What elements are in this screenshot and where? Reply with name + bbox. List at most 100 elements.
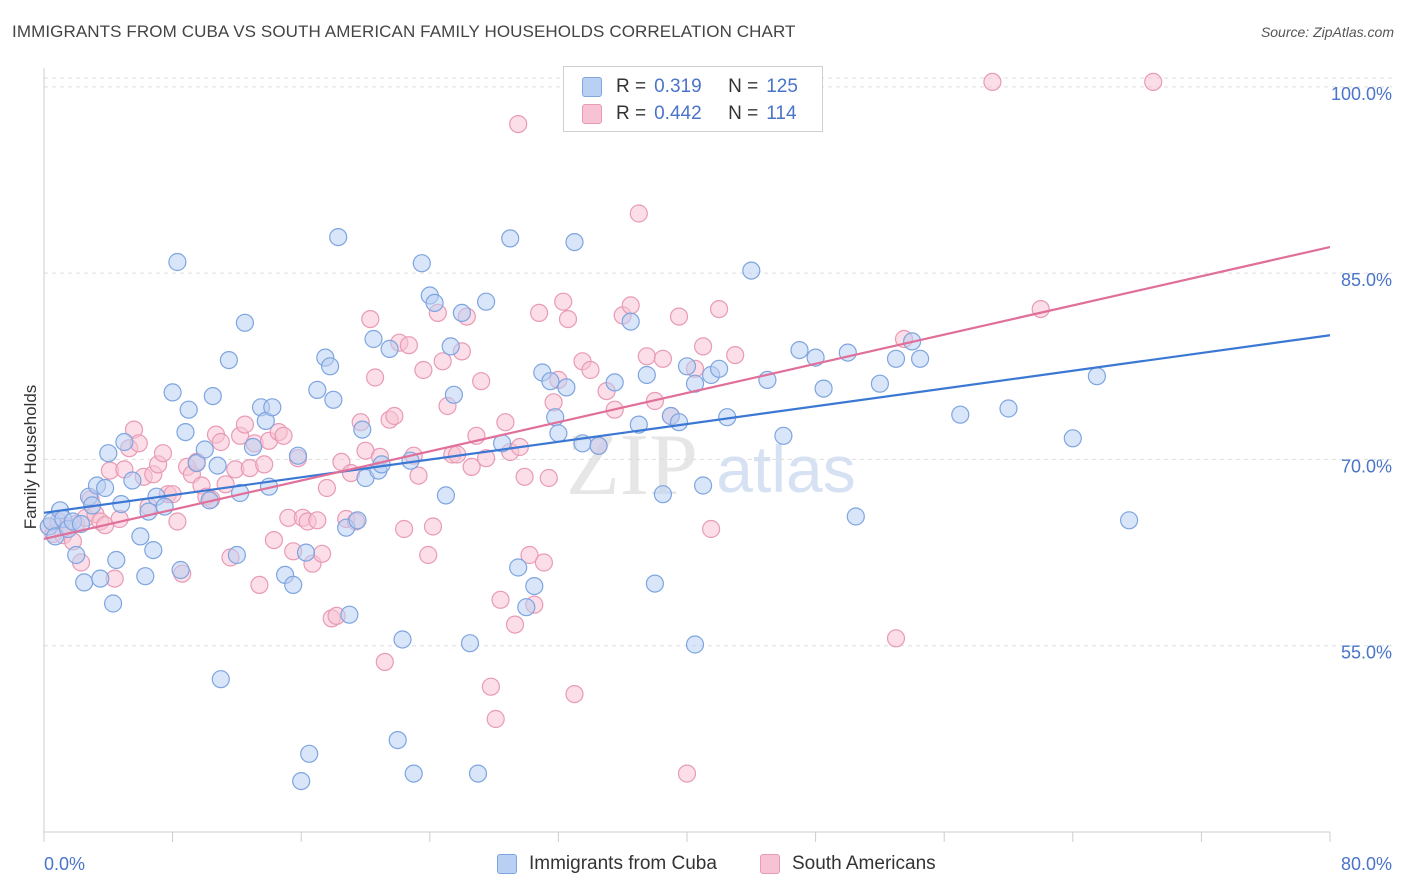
- watermark-zip: ZIP: [566, 417, 698, 514]
- data-point: [203, 387, 222, 406]
- data-point: [653, 485, 673, 504]
- data-point: [685, 635, 705, 654]
- data-point: [565, 684, 584, 704]
- series-legend-cuba: Immigrants from Cuba: [497, 852, 717, 876]
- legend-r-label: R =: [616, 76, 647, 97]
- trend-lines: [43, 245, 1331, 540]
- legend-n-label: N =: [728, 76, 759, 97]
- data-point: [95, 478, 115, 498]
- data-point: [364, 329, 383, 349]
- data-point: [1063, 429, 1082, 448]
- data-point: [179, 400, 198, 419]
- data-point: [395, 519, 414, 539]
- data-point: [208, 456, 227, 475]
- data-point: [425, 293, 444, 312]
- data-point: [436, 486, 455, 505]
- data-point: [637, 347, 656, 366]
- data-point: [709, 359, 729, 378]
- data-point: [645, 574, 665, 593]
- data-point: [951, 405, 970, 424]
- y-axis-label: Family Households: [21, 385, 40, 530]
- data-point: [709, 300, 729, 319]
- data-point: [227, 545, 246, 565]
- data-point: [529, 303, 549, 322]
- data-point: [375, 652, 394, 672]
- data-point: [284, 575, 303, 595]
- data-point: [1087, 367, 1107, 386]
- data-point: [195, 440, 214, 459]
- data-point: [501, 229, 520, 248]
- data-point: [452, 303, 471, 322]
- data-point: [91, 569, 110, 588]
- data-point: [517, 598, 536, 617]
- stats-legend: R = 0.319 N = 125 R = 0.442 N = 114: [563, 66, 823, 132]
- data-point: [790, 341, 809, 360]
- data-point: [481, 677, 500, 696]
- data-point: [460, 634, 480, 653]
- data-point: [472, 372, 491, 391]
- data-point: [308, 511, 327, 530]
- data-point: [910, 349, 930, 368]
- data-point: [274, 426, 293, 445]
- data-point: [653, 349, 673, 368]
- data-point: [557, 378, 576, 397]
- data-point: [496, 413, 515, 432]
- data-point: [477, 292, 496, 311]
- x-tick-label-max: 80.0%: [1341, 854, 1392, 874]
- data-point: [103, 594, 123, 613]
- data-point: [525, 576, 544, 596]
- data-point: [187, 454, 206, 473]
- data-point: [846, 507, 865, 526]
- data-point: [131, 527, 150, 546]
- data-point: [75, 573, 94, 592]
- y-tick-label: 85.0%: [1341, 270, 1392, 290]
- data-point: [462, 457, 481, 476]
- data-point: [414, 360, 433, 380]
- data-point: [520, 545, 539, 565]
- data-point: [211, 670, 230, 689]
- data-point: [366, 368, 385, 387]
- data-point: [348, 511, 367, 530]
- data-point: [999, 399, 1018, 418]
- data-point: [300, 744, 319, 763]
- data-point: [153, 444, 173, 463]
- data-point: [136, 567, 155, 586]
- data-point: [112, 495, 131, 514]
- data-point: [393, 630, 412, 649]
- data-point: [399, 336, 418, 355]
- data-point: [477, 449, 496, 468]
- data-point: [412, 254, 431, 273]
- data-point: [317, 478, 336, 498]
- data-point: [144, 540, 163, 560]
- data-point: [176, 423, 195, 442]
- data-point: [629, 204, 648, 223]
- data-point: [886, 629, 906, 648]
- data-point: [677, 764, 697, 783]
- data-point: [163, 383, 182, 402]
- legend-n-value: 125: [766, 76, 798, 97]
- data-point: [380, 339, 399, 358]
- data-point: [539, 468, 558, 488]
- series-legend-south-americans: South Americans: [760, 852, 936, 876]
- data-point: [742, 261, 761, 280]
- data-point: [1144, 72, 1163, 92]
- data-point: [404, 764, 423, 783]
- data-point: [353, 420, 372, 439]
- data-point: [468, 764, 488, 783]
- data-point: [541, 372, 560, 391]
- y-tick-label: 70.0%: [1341, 456, 1392, 476]
- legend-row-south-americans: R = 0.442 N = 114: [582, 102, 797, 126]
- data-point: [629, 415, 648, 434]
- data-point: [385, 406, 404, 426]
- data-point: [211, 432, 230, 452]
- data-point: [107, 550, 126, 570]
- data-point: [589, 436, 608, 455]
- data-point: [292, 771, 311, 791]
- data-point: [669, 413, 689, 432]
- legend-r-value: 0.319: [654, 76, 702, 97]
- data-point: [250, 575, 269, 595]
- data-point: [554, 292, 573, 311]
- legend-n-value: 114: [766, 103, 797, 124]
- data-point: [115, 432, 134, 452]
